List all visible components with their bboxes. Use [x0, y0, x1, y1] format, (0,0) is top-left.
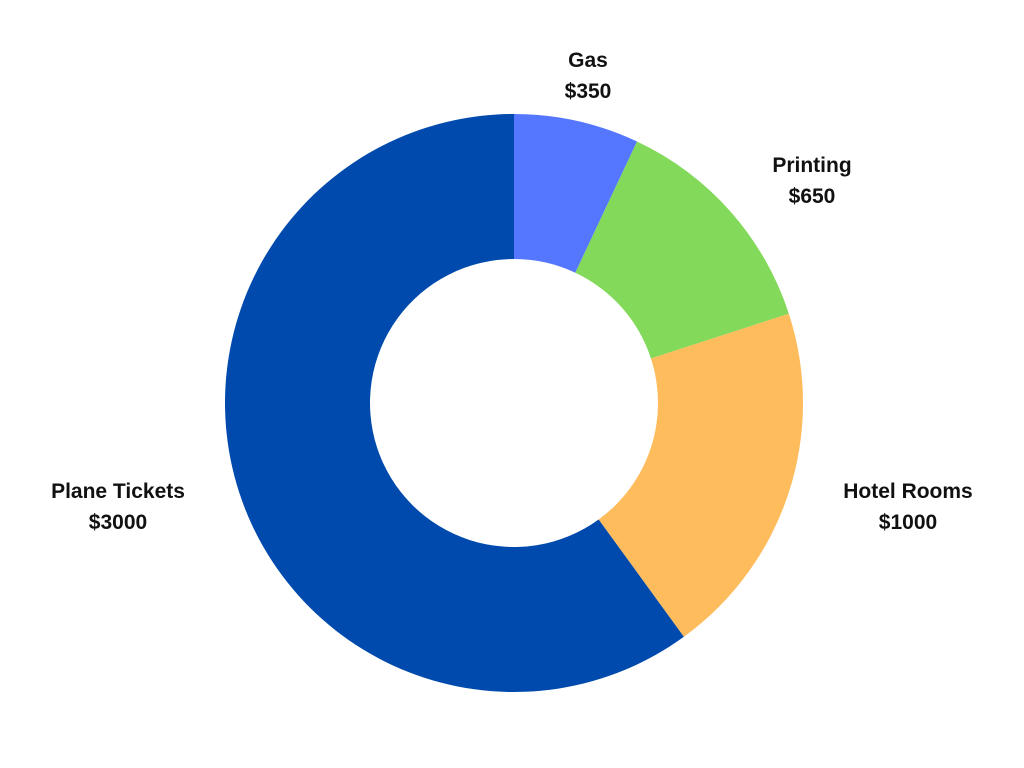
slice-label-printing: Printing $650 — [772, 154, 851, 208]
slice-label-name: Plane Tickets — [51, 480, 185, 503]
labels-layer: Gas $350 Printing $650 Hotel Rooms $1000 Plane… — [51, 49, 973, 534]
slice-plane-tickets — [225, 114, 684, 692]
slice-label-name: Hotel Rooms — [843, 480, 973, 503]
slice-printing — [575, 141, 789, 359]
slice-label-value: $1000 — [879, 511, 937, 534]
slice-label-name: Printing — [772, 154, 851, 177]
slice-label-name: Gas — [568, 49, 608, 72]
slices-layer — [225, 114, 803, 692]
slice-gas — [514, 114, 638, 273]
slice-label-plane-tickets: Plane Tickets $3000 — [51, 480, 185, 534]
slice-label-hotel-rooms: Hotel Rooms $1000 — [843, 480, 973, 534]
slice-label-value: $350 — [565, 80, 612, 103]
slice-hotel-rooms — [598, 313, 803, 637]
slice-label-value: $650 — [789, 185, 836, 208]
slice-label-gas: Gas $350 — [565, 49, 612, 103]
slice-label-value: $3000 — [89, 511, 147, 534]
